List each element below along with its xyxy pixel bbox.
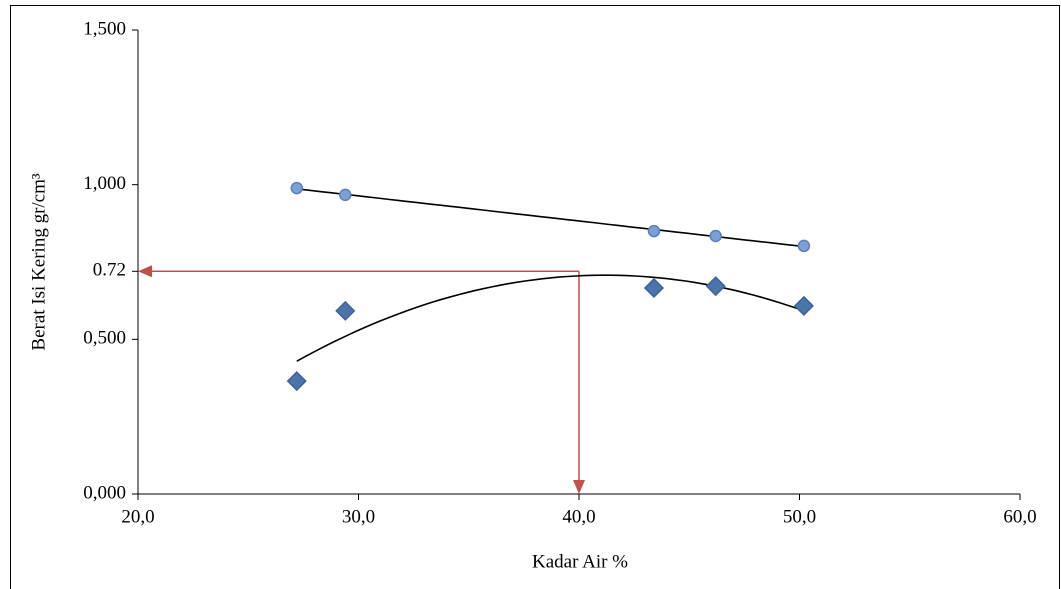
y-tick-label: 0,000	[83, 482, 126, 503]
trend-line	[296, 274, 805, 362]
data-point	[647, 224, 661, 238]
trend-line	[296, 188, 804, 248]
y-axis-label: Berat Isi Kering gr/cm³	[28, 173, 49, 350]
chart-frame	[10, 5, 1060, 589]
data-point	[290, 181, 304, 195]
data-point	[643, 277, 665, 299]
y-tick-label: 1,000	[83, 173, 126, 194]
annotation-arrowhead	[138, 265, 152, 278]
data-point	[709, 229, 722, 243]
x-tick-label: 60,0	[1003, 506, 1036, 527]
data-point	[793, 295, 814, 316]
annotation-arrowhead	[573, 480, 585, 494]
data-point	[797, 239, 811, 253]
data-point	[705, 276, 726, 297]
data-point	[335, 300, 356, 321]
x-tick-label: 40,0	[562, 506, 595, 527]
y-tick-label: 1,500	[83, 18, 126, 39]
x-tick-label: 50,0	[783, 506, 816, 527]
y-tick-label: 0,500	[83, 328, 126, 349]
x-tick-label: 20,0	[121, 506, 154, 527]
x-tick-label: 30,0	[342, 506, 375, 527]
y-tick-label: 0.72	[93, 260, 126, 281]
x-axis-label: Kadar Air %	[532, 551, 628, 572]
data-point	[339, 188, 352, 202]
data-point	[286, 371, 307, 392]
